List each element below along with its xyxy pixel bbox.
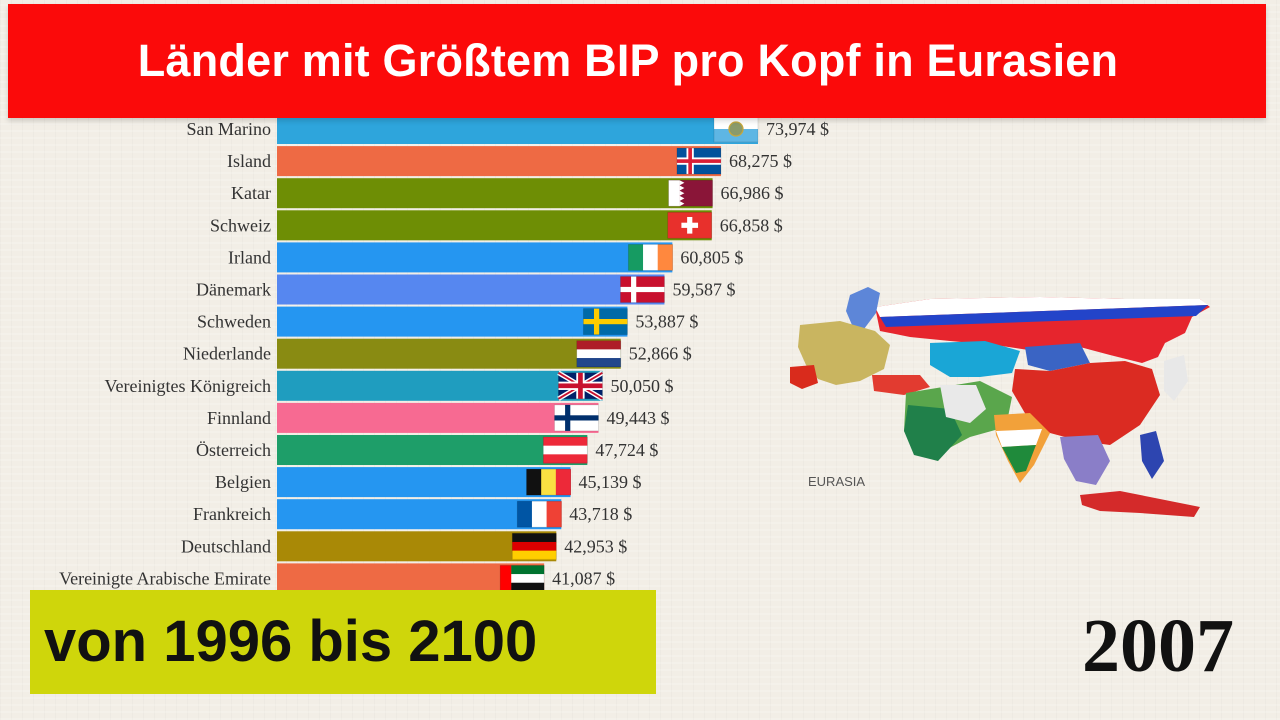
value-label-san-marino: 73,974 $	[766, 119, 829, 139]
korea-japan-region	[1164, 355, 1188, 401]
bar-katar	[277, 178, 713, 209]
bar-san-marino	[277, 114, 758, 144]
value-label-finnland: 49,443 $	[606, 408, 669, 428]
category-label-schweden: Schweden	[197, 312, 271, 332]
value-label-daenemark: 59,587 $	[672, 280, 735, 300]
value-label-schweden: 53,887 $	[635, 312, 698, 332]
category-label-island: Island	[227, 151, 271, 171]
bar-vereinigtes-koenigreich	[277, 370, 603, 401]
category-label-daenemark: Dänemark	[196, 280, 271, 300]
qatar-flag-icon	[668, 179, 713, 207]
value-label-irland: 60,805 $	[680, 247, 743, 267]
bar-daenemark	[277, 274, 665, 305]
india-stripe-green	[1002, 445, 1036, 473]
category-label-vereinigte-arabische-emirate: Vereinigte Arabische Emirate	[59, 568, 271, 588]
arabia-region	[904, 405, 962, 461]
ireland-flag-icon	[627, 243, 673, 271]
bar-deutschland	[277, 531, 557, 562]
category-label-schweiz: Schweiz	[210, 215, 271, 235]
russia-stripe-blue	[880, 305, 1208, 327]
china-region	[1012, 361, 1160, 445]
san-marino-flag-icon	[713, 115, 759, 143]
value-label-deutschland: 42,953 $	[564, 536, 627, 556]
bar-finnland	[277, 402, 599, 433]
russia-stripe-white	[875, 297, 1208, 317]
value-label-frankreich: 43,718 $	[569, 504, 632, 524]
belgium-flag-icon	[526, 468, 571, 496]
uae-flag-icon	[499, 565, 545, 592]
value-label-oesterreich: 47,724 $	[595, 440, 658, 460]
category-label-oesterreich: Österreich	[196, 440, 271, 460]
map-label: EURASIA	[808, 474, 866, 489]
kazakhstan-region	[930, 341, 1020, 377]
indonesia-region	[1080, 491, 1200, 517]
mongolia-region	[1025, 343, 1090, 371]
category-label-niederlande: Niederlande	[183, 344, 271, 364]
bar-oesterreich	[277, 435, 588, 465]
scandinavia-region	[846, 287, 880, 329]
bar-niederlande	[277, 338, 621, 369]
eurasia-map	[790, 287, 1210, 517]
united-kingdom-flag-icon	[557, 370, 604, 401]
austria-flag-icon	[542, 436, 588, 464]
taiwan-philippines-region	[1140, 431, 1164, 479]
netherlands-flag-icon	[576, 340, 622, 368]
value-label-island: 68,275 $	[729, 151, 792, 171]
bar-irland	[277, 242, 673, 273]
bar-schweden	[277, 306, 628, 337]
iran-region	[940, 385, 986, 423]
category-label-frankreich: Frankreich	[193, 504, 271, 524]
bar-vereinigte-arabische-emirate	[277, 563, 545, 594]
sweden-flag-icon	[582, 308, 628, 336]
value-label-vereinigte-arabische-emirate: 41,087 $	[552, 568, 615, 588]
germany-flag-icon	[511, 532, 557, 560]
iberia-region	[790, 365, 818, 389]
value-label-schweiz: 66,858 $	[720, 215, 783, 235]
range-label: von 1996 bis 2100	[44, 609, 538, 674]
category-label-san-marino: San Marino	[187, 119, 272, 139]
range-box: von 1996 bis 2100	[30, 590, 656, 694]
category-label-belgien: Belgien	[215, 472, 271, 492]
chart-title: Länder mit Größtem BIP pro Kopf in Euras…	[137, 35, 1119, 86]
finland-flag-icon	[554, 404, 599, 432]
title-banner: Länder mit Größtem BIP pro Kopf in Euras…	[8, 4, 1266, 118]
category-label-finnland: Finnland	[207, 408, 271, 428]
bar-frankreich	[277, 499, 562, 530]
turkey-region	[872, 375, 930, 395]
value-label-vereinigtes-koenigreich: 50,050 $	[610, 376, 673, 396]
year-label: 2007	[1082, 604, 1234, 688]
iceland-flag-icon	[676, 147, 722, 175]
category-label-irland: Irland	[228, 247, 271, 267]
value-label-belgien: 45,139 $	[579, 472, 642, 492]
value-label-niederlande: 52,866 $	[629, 344, 692, 364]
value-label-katar: 66,986 $	[721, 183, 784, 203]
category-label-vereinigtes-koenigreich: Vereinigtes Königreich	[105, 376, 271, 396]
france-flag-icon	[516, 500, 562, 528]
category-label-katar: Katar	[231, 183, 271, 203]
category-label-deutschland: Deutschland	[181, 536, 271, 556]
india-stripe-white	[996, 429, 1042, 447]
europe-region	[798, 321, 890, 385]
bar-schweiz	[277, 210, 712, 241]
southeast-asia-region	[1060, 435, 1110, 485]
denmark-flag-icon	[620, 276, 665, 303]
switzerland-flag-icon	[667, 211, 713, 239]
bar-island	[277, 146, 721, 177]
bar-belgien	[277, 467, 571, 498]
